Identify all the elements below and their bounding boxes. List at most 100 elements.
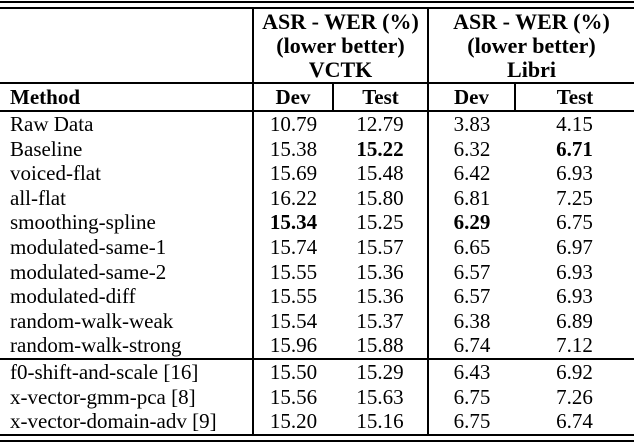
value-cell: 15.63 xyxy=(356,384,404,409)
value-cell: 12.79 xyxy=(356,112,404,136)
table-row: random-walk-weak 15.54 15.37 6.38 6.89 xyxy=(0,308,634,334)
group-subtitle: (lower better) xyxy=(467,32,596,58)
method-cell: smoothing-spline xyxy=(10,210,156,235)
method-cell: all-flat xyxy=(10,185,66,210)
value-cell: 6.32 xyxy=(427,136,515,162)
column-header-row: Method Dev Test Dev Test xyxy=(0,83,634,112)
method-cell: modulated-diff xyxy=(10,284,136,309)
value-cell: 6.29 xyxy=(427,210,515,235)
bottom-double-rule xyxy=(0,433,634,442)
value-cell: 15.25 xyxy=(356,210,404,235)
value-cell: 15.88 xyxy=(356,333,404,358)
value-cell: 15.36 xyxy=(356,259,404,284)
group-header-libri: ASR - WER (%) (lower better) Libri xyxy=(427,9,634,84)
method-cell: voiced-flat xyxy=(10,161,101,186)
value-cell: 7.26 xyxy=(556,384,593,409)
col-header-vctk-test: Test xyxy=(332,83,428,112)
value-cell: 6.75 xyxy=(556,210,593,235)
value-cell: 6.93 xyxy=(556,259,593,284)
value-cell: 6.75 xyxy=(427,409,515,434)
table-row: Baseline 15.38 15.22 6.32 6.71 xyxy=(0,136,634,162)
value-cell: 15.50 xyxy=(252,357,333,385)
value-cell: 15.22 xyxy=(356,136,404,161)
value-cell: 6.97 xyxy=(556,234,593,259)
value-cell: 15.16 xyxy=(356,409,404,434)
asr-wer-results-table: ASR - WER (%) (lower better) VCTK ASR - … xyxy=(0,9,634,434)
value-cell: 15.96 xyxy=(252,333,333,359)
value-cell: 15.20 xyxy=(252,409,333,434)
value-cell: 6.57 xyxy=(427,259,515,285)
table-section-0: Raw Data 10.79 12.79 3.83 4.15 Baseline 15.38 1… xyxy=(0,111,634,359)
value-cell: 6.74 xyxy=(427,333,515,359)
method-column-header: Method xyxy=(0,83,253,112)
value-cell: 15.37 xyxy=(356,308,404,333)
value-cell: 6.71 xyxy=(556,136,593,161)
value-cell: 15.29 xyxy=(333,357,428,385)
value-cell: 6.57 xyxy=(427,284,515,309)
value-cell: 15.34 xyxy=(252,210,333,235)
value-cell: 15.69 xyxy=(252,161,333,186)
top-double-rule xyxy=(0,1,634,9)
group-header-row: ASR - WER (%) (lower better) VCTK ASR - … xyxy=(0,9,634,84)
method-cell: Raw Data xyxy=(10,112,94,136)
value-cell: 6.89 xyxy=(556,308,593,333)
table-row: random-walk-strong 15.96 15.88 6.74 7.12 xyxy=(0,333,634,359)
value-cell: 16.22 xyxy=(252,185,333,211)
method-cell: Baseline xyxy=(10,136,83,161)
table-row: Raw Data 10.79 12.79 3.83 4.15 xyxy=(0,111,634,137)
table-row: modulated-same-1 15.74 15.57 6.65 6.97 xyxy=(0,234,634,260)
method-cell: modulated-same-2 xyxy=(10,259,167,284)
table-row: modulated-diff 15.55 15.36 6.57 6.93 xyxy=(0,284,634,309)
value-cell: 6.92 xyxy=(515,357,634,385)
table-row: modulated-same-2 15.55 15.36 6.57 6.93 xyxy=(0,259,634,285)
value-cell: 15.57 xyxy=(356,234,404,259)
col-header-vctk-dev: Dev xyxy=(252,83,333,112)
value-cell: 6.38 xyxy=(427,308,515,334)
value-cell: 15.48 xyxy=(356,161,404,186)
value-cell: 6.74 xyxy=(556,409,593,434)
value-cell: 6.42 xyxy=(427,161,515,186)
table-row: x-vector-gmm-pca [8] 15.56 15.63 6.75 7.26 xyxy=(0,384,634,410)
method-header-spacer xyxy=(0,9,253,84)
method-cell: random-walk-weak xyxy=(10,308,174,333)
table-row: x-vector-domain-adv [9] 15.20 15.16 6.75 6.7… xyxy=(0,409,634,434)
value-cell: 4.15 xyxy=(556,112,593,136)
group-title: ASR - WER (%) xyxy=(453,9,610,34)
value-cell: 6.75 xyxy=(427,384,515,410)
method-cell: x-vector-gmm-pca [8] xyxy=(10,384,196,409)
table-row: smoothing-spline 15.34 15.25 6.29 6.75 xyxy=(0,210,634,235)
value-cell: 15.74 xyxy=(252,234,333,260)
value-cell: 10.79 xyxy=(252,111,333,137)
value-cell: 15.55 xyxy=(252,284,333,309)
value-cell: 7.12 xyxy=(556,333,593,358)
col-header-libri-dev: Dev xyxy=(427,83,515,112)
table-row: f0-shift-and-scale [16] 15.50 15.29 6.43 6.9… xyxy=(0,357,634,385)
table-row: voiced-flat 15.69 15.48 6.42 6.93 xyxy=(0,161,634,186)
value-cell: 6.43 xyxy=(427,357,515,385)
method-cell: f0-shift-and-scale [16] xyxy=(0,357,253,385)
table-row: all-flat 16.22 15.80 6.81 7.25 xyxy=(0,185,634,211)
col-header-libri-test: Test xyxy=(514,83,634,112)
method-cell: random-walk-strong xyxy=(10,333,182,358)
group-header-vctk: ASR - WER (%) (lower better) VCTK xyxy=(252,9,428,84)
value-cell: 15.55 xyxy=(252,259,333,285)
method-cell: x-vector-domain-adv [9] xyxy=(10,409,217,434)
group-dataset-label: Libri xyxy=(507,56,556,82)
value-cell: 7.25 xyxy=(556,185,593,210)
group-title: ASR - WER (%) xyxy=(262,9,419,34)
value-cell: 3.83 xyxy=(427,111,515,137)
value-cell: 6.81 xyxy=(427,185,515,211)
value-cell: 15.54 xyxy=(252,308,333,334)
method-cell: modulated-same-1 xyxy=(10,234,167,259)
value-cell: 15.38 xyxy=(252,136,333,162)
value-cell: 15.80 xyxy=(356,185,404,210)
value-cell: 6.65 xyxy=(427,234,515,260)
value-cell: 6.93 xyxy=(556,161,593,186)
group-subtitle: (lower better) xyxy=(276,32,405,58)
value-cell: 6.93 xyxy=(556,284,593,309)
value-cell: 15.36 xyxy=(356,284,404,309)
table-section-1: f0-shift-and-scale [16] 15.50 15.29 6.43 6.9… xyxy=(0,357,634,434)
value-cell: 15.56 xyxy=(252,384,333,410)
group-dataset-label: VCTK xyxy=(308,56,373,82)
